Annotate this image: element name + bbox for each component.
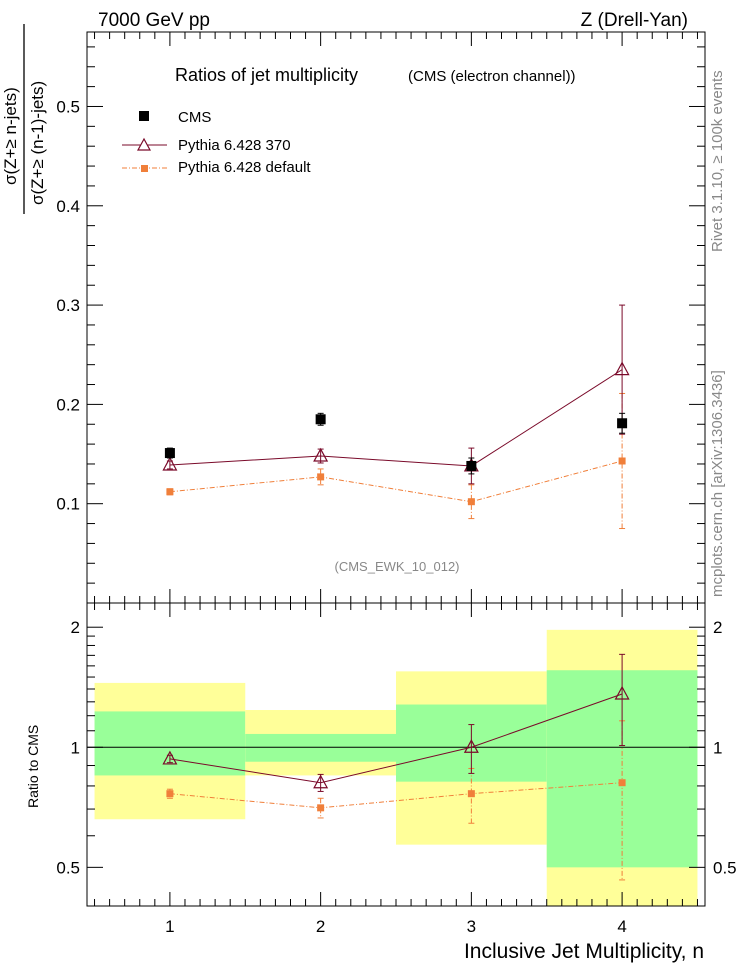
y-tick-label: 0.1	[56, 495, 80, 514]
main-line-pythia-6-428-default	[169, 460, 623, 503]
main-point-pythia-6-428-default	[166, 488, 174, 496]
ratio-point-pythia-6-428-default	[317, 804, 325, 812]
main-point-cms	[617, 418, 628, 429]
x-tick-label: 1	[165, 917, 174, 936]
ylabel-numerator: σ(Z+≥ n-jets)	[1, 87, 20, 185]
y-tick-label: 0.2	[56, 395, 80, 414]
y-tick-label: 0.5	[56, 97, 80, 116]
ratio-series	[162, 653, 630, 881]
x-tick-label: 3	[467, 917, 476, 936]
y-tick-label: 0.4	[56, 197, 80, 216]
mcplots-label: mcplots.cern.ch [arXiv:1306.3436]	[709, 370, 726, 597]
ratio-y-axis-label: Ratio to CMS	[25, 725, 41, 808]
x-axis-label: Inclusive Jet Multiplicity, n	[464, 940, 704, 963]
ratio-point-pythia-6-428-370	[313, 774, 329, 789]
x-tick-label: 4	[617, 917, 626, 936]
energy-label: 7000 GeV pp	[98, 10, 210, 31]
y-tick-label: 1	[71, 738, 80, 757]
ratio-ticks: 1 2 3 4 0.5 0.5 1 1 2 2	[56, 603, 737, 936]
y-tick-label: 0.3	[56, 296, 80, 315]
main-point-cms	[466, 460, 477, 471]
legend-marker-cms	[139, 111, 149, 121]
main-point-pythia-6-428-default	[317, 473, 325, 481]
ratio-panel: 1 2 3 4 0.5 0.5 1 1 2 2	[56, 602, 737, 936]
main-point-pythia-6-428-370	[614, 361, 630, 376]
y-tick-label: 0.5	[56, 858, 80, 877]
ratio-line-pythia-6-428-370	[169, 693, 623, 784]
ratio-point-pythia-6-428-370	[162, 750, 178, 765]
legend-label-cms: CMS	[178, 109, 211, 126]
ratio-point-pythia-6-428-default	[467, 790, 475, 798]
ratio-band-inner	[94, 711, 246, 776]
main-point-cms	[315, 414, 326, 425]
ylabel-denominator: σ(Z+≥ (n-1)-jets)	[28, 81, 47, 205]
main-line-pythia-6-428-370	[169, 369, 623, 467]
y-tick-label-right: 1	[713, 738, 722, 757]
legend-marker-pythia370	[136, 137, 152, 151]
analysis-label: (CMS_EWK_10_012)	[335, 559, 460, 574]
main-point-pythia-6-428-default	[618, 457, 626, 465]
main-panel: 0.1 0.2 0.3 0.4 0.5	[56, 31, 706, 604]
y-tick-label-right: 2	[713, 618, 722, 637]
main-series	[162, 304, 630, 530]
rivet-label: Rivet 3.1.10, ≥ 100k events	[709, 70, 726, 252]
legend-label-pythia370: Pythia 6.428 370	[178, 137, 291, 154]
y-tick-label: 2	[71, 618, 80, 637]
main-point-cms	[164, 448, 175, 459]
x-tick-label: 2	[316, 917, 325, 936]
ratio-band-inner	[245, 733, 396, 762]
process-label: Z (Drell-Yan)	[581, 10, 688, 31]
y-tick-label-right: 0.5	[713, 858, 737, 877]
legend-label-pythia-default: Pythia 6.428 default	[178, 159, 311, 176]
main-y-axis-label: σ(Z+≥ n-jets) σ(Z+≥ (n-1)-jets)	[1, 24, 47, 214]
ratio-frame	[86, 602, 706, 907]
ratio-point-pythia-6-428-default	[618, 779, 626, 787]
main-point-pythia-6-428-default	[467, 498, 475, 506]
chart-title: Ratios of jet multiplicity	[175, 65, 358, 85]
main-ticks: 0.1 0.2 0.3 0.4 0.5	[56, 32, 705, 603]
legend: CMS Pythia 6.428 370 Pythia 6.428 defaul…	[122, 109, 311, 176]
ratio-point-pythia-6-428-default	[166, 790, 174, 798]
ratio-line-pythia-6-428-default	[169, 782, 623, 809]
legend-marker-pythia-default	[141, 165, 148, 172]
ratio-point-pythia-6-428-370	[463, 739, 479, 753]
main-point-pythia-6-428-370	[162, 456, 178, 471]
main-point-pythia-6-428-370	[313, 447, 329, 462]
chart-title-sub: (CMS (electron channel))	[408, 68, 576, 85]
ratio-bands	[94, 629, 698, 906]
ratio-point-pythia-6-428-370	[614, 685, 630, 700]
